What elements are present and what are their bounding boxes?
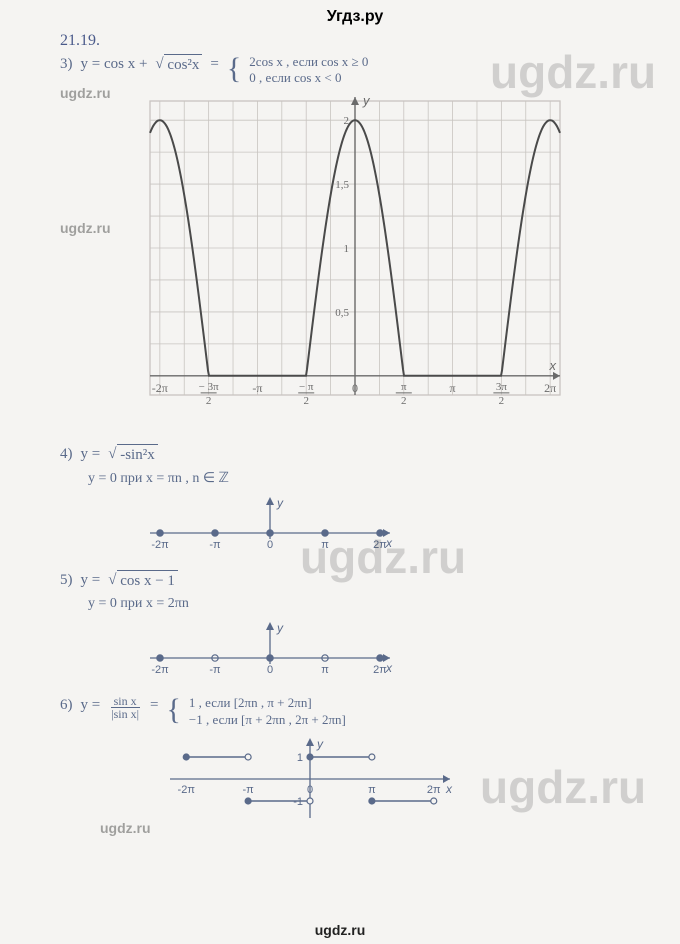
svg-text:0: 0 bbox=[267, 539, 273, 551]
svg-text:-π: -π bbox=[242, 784, 254, 796]
svg-text:2: 2 bbox=[499, 395, 505, 407]
svg-text:y: y bbox=[276, 621, 284, 635]
svg-text:2: 2 bbox=[206, 395, 212, 407]
page-footer: ugdz.ru bbox=[0, 922, 680, 938]
part3-label: 3) bbox=[60, 54, 73, 74]
svg-text:1: 1 bbox=[344, 243, 350, 255]
part6-eq: = bbox=[150, 695, 158, 715]
svg-text:2: 2 bbox=[401, 395, 407, 407]
part4-label: 4) bbox=[60, 444, 73, 464]
page-root: Угдз.ру 21.19. 3) y = cos x + cos²x = { … bbox=[0, 0, 680, 944]
svg-text:x: x bbox=[445, 782, 453, 796]
svg-text:y: y bbox=[316, 737, 324, 751]
svg-text:− 3π: − 3π bbox=[199, 381, 219, 393]
part5-note: y = 0 при x = 2πn bbox=[88, 595, 650, 614]
part3-case2: 0 , если cos x < 0 bbox=[249, 70, 368, 87]
svg-text:2: 2 bbox=[303, 395, 309, 407]
svg-text:2π: 2π bbox=[373, 664, 387, 676]
graph5-svg: yx-2π-π0π2π bbox=[140, 620, 400, 680]
svg-text:2π: 2π bbox=[373, 539, 387, 551]
svg-text:-π: -π bbox=[252, 381, 262, 395]
page-header: Угдз.ру bbox=[60, 8, 650, 26]
svg-text:π: π bbox=[321, 664, 329, 676]
part3-lhs: y = cos x + bbox=[81, 54, 148, 74]
part5-label: 5) bbox=[60, 570, 73, 590]
svg-text:-π: -π bbox=[209, 539, 221, 551]
part4-graph-container: yx-2π-π0π2π bbox=[140, 495, 650, 560]
part6-frac: sin x |sin x| bbox=[108, 695, 142, 721]
svg-text:0: 0 bbox=[307, 784, 313, 796]
part6-frac-num: sin x bbox=[111, 695, 140, 709]
svg-text:-2π: -2π bbox=[178, 784, 196, 796]
svg-text:x: x bbox=[549, 358, 557, 373]
part6-lhs: y = bbox=[81, 695, 101, 715]
svg-text:y: y bbox=[276, 496, 284, 510]
svg-text:π: π bbox=[450, 381, 456, 395]
part4-lhs: y = bbox=[81, 444, 101, 464]
svg-text:π: π bbox=[401, 381, 407, 393]
svg-text:0,5: 0,5 bbox=[335, 307, 349, 319]
svg-text:0: 0 bbox=[352, 381, 358, 395]
svg-text:1: 1 bbox=[297, 752, 303, 764]
svg-text:1,5: 1,5 bbox=[335, 179, 349, 191]
part4-formula: 4) y = -sin²x bbox=[60, 444, 650, 465]
chart3-svg: -2π− 3π2-π− π20π2π3π22π0,511,52yx bbox=[120, 91, 580, 431]
part3-sqrt: cos²x bbox=[164, 54, 202, 75]
graph4-svg: yx-2π-π0π2π bbox=[140, 495, 400, 555]
part6-label: 6) bbox=[60, 695, 73, 715]
svg-text:0: 0 bbox=[267, 664, 273, 676]
part6-frac-den: |sin x| bbox=[108, 708, 142, 721]
part5-lhs: y = bbox=[81, 570, 101, 590]
svg-text:-2π: -2π bbox=[152, 381, 168, 395]
svg-text:π: π bbox=[368, 784, 376, 796]
svg-text:2π: 2π bbox=[544, 381, 556, 395]
part3-case1: 2cos x , если cos x ≥ 0 bbox=[249, 54, 368, 71]
graph6-svg: y x 1 -1 -2π -π 0 π 2π bbox=[160, 734, 460, 824]
part6-graph-container: y x 1 -1 -2π -π 0 π 2π bbox=[160, 734, 650, 829]
part5-sqrt: cos x − 1 bbox=[117, 570, 178, 591]
svg-text:-2π: -2π bbox=[151, 539, 169, 551]
svg-text:− π: − π bbox=[299, 381, 314, 393]
part4-note: y = 0 при x = πn , n ∈ ℤ bbox=[88, 470, 650, 489]
part3-piecewise: 2cos x , если cos x ≥ 0 0 , если cos x <… bbox=[249, 54, 368, 88]
exercise-number: 21.19. bbox=[60, 30, 650, 52]
part6-formula: 6) y = sin x |sin x| = { 1 , если [2πn ,… bbox=[60, 695, 650, 729]
chart3-container: -2π− 3π2-π− π20π2π3π22π0,511,52yx bbox=[120, 91, 650, 436]
part6-case2: −1 , если [π + 2πn , 2π + 2πn] bbox=[189, 712, 346, 729]
svg-text:2π: 2π bbox=[427, 784, 441, 796]
part3-eq: = bbox=[210, 54, 218, 74]
svg-text:π: π bbox=[321, 539, 329, 551]
part5-graph-container: yx-2π-π0π2π bbox=[140, 620, 650, 685]
svg-text:-1: -1 bbox=[293, 796, 303, 808]
part3-formula: 3) y = cos x + cos²x = { 2cos x , если c… bbox=[60, 54, 650, 88]
svg-text:-2π: -2π bbox=[151, 664, 169, 676]
brace-icon: { bbox=[227, 54, 241, 84]
part5-formula: 5) y = cos x − 1 bbox=[60, 570, 650, 591]
part6-piecewise: 1 , если [2πn , π + 2πn] −1 , если [π + … bbox=[189, 695, 346, 729]
part4-sqrt: -sin²x bbox=[117, 444, 158, 465]
svg-text:2: 2 bbox=[344, 116, 350, 128]
brace-icon-2: { bbox=[167, 695, 181, 725]
svg-text:-π: -π bbox=[209, 664, 221, 676]
part6-case1: 1 , если [2πn , π + 2πn] bbox=[189, 695, 346, 712]
svg-text:3π: 3π bbox=[496, 381, 508, 393]
